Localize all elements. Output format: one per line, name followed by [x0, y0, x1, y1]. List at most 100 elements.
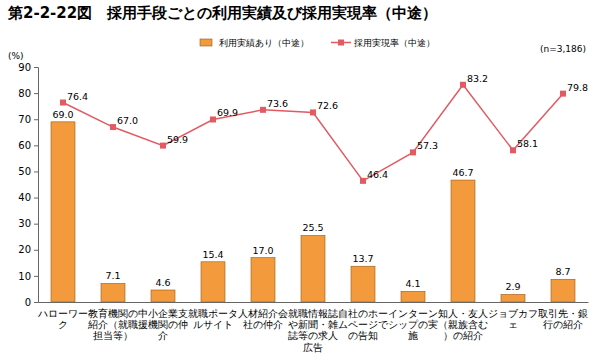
tick-mark [34, 276, 38, 277]
tick-label: 30 [18, 218, 31, 229]
y-tick: 60 [18, 140, 38, 151]
tick-label: 80 [18, 88, 31, 99]
data-label: 7.1 [105, 270, 120, 281]
tick-label: 知人・友人（親族含む）の紹介 [438, 308, 488, 342]
y-tick: 70 [18, 114, 38, 125]
marker [310, 109, 316, 115]
line [63, 85, 563, 181]
y-axis: 0 10 20 30 40 50 60 70 80 90 [18, 62, 38, 308]
tick-mark [34, 198, 38, 199]
data-label: 17.0 [252, 245, 273, 256]
tick-label: ジョブカフェ [488, 308, 538, 330]
tick-mark [34, 250, 38, 251]
marker [260, 107, 266, 113]
x-tick: 中小企業支援機関の仲介 [138, 302, 188, 341]
tick-mark [34, 119, 38, 120]
data-label: 15.4 [202, 249, 223, 260]
tick-label: 人材紹介会社の仲介 [238, 308, 288, 330]
bar [301, 235, 325, 302]
tick-mark [34, 302, 38, 303]
data-label: 67.0 [117, 115, 138, 126]
bar [351, 266, 375, 302]
tick-label: 60 [18, 140, 31, 151]
data-label: 13.7 [352, 253, 373, 264]
tick-label: 就職ポータルサイト [188, 308, 238, 330]
bar [151, 290, 175, 302]
marker [110, 124, 116, 130]
legend-item: 採用実現率（中途） [331, 38, 435, 48]
legend-item: 利用実績あり（中途） [200, 38, 309, 48]
marker [510, 147, 516, 153]
data-label: 69.9 [217, 107, 238, 118]
tick-label: 中小企業支援機関の仲介 [138, 308, 188, 342]
marker [560, 91, 566, 97]
y-tick: 40 [18, 192, 38, 203]
y-tick: 30 [18, 218, 38, 229]
x-axis: ハローワーク教育機関の紹介（就職担当等）中小企業支援機関の仲介就職ポータルサイト… [37, 302, 589, 353]
y-tick: 90 [18, 62, 38, 73]
data-label: 25.5 [302, 222, 323, 233]
x-tick: 取引先・銀行の紹介 [538, 302, 588, 330]
tick-label: 90 [18, 62, 31, 73]
tick-mark [34, 171, 38, 172]
y-tick: 20 [18, 244, 38, 255]
x-tick: 就職ポータルサイト [188, 302, 238, 330]
bar [51, 122, 75, 302]
bar [251, 258, 275, 302]
chart: 第2-2-22図 採用手段ごとの利用実績及び採用実現率（中途）010203040… [0, 0, 600, 362]
bar [401, 291, 425, 302]
bar [201, 262, 225, 302]
y-axis-title: (%) [8, 51, 24, 61]
marker [210, 116, 216, 122]
marker [160, 143, 166, 149]
tick-label: 40 [18, 192, 31, 203]
plot: 0 10 20 30 40 50 60 70 80 90 ハローワーク教育機関の紹介（就職担当等）中… [18, 62, 588, 353]
tick-label: 50 [18, 166, 31, 177]
tick-label: 10 [18, 271, 31, 282]
data-label: 73.6 [267, 98, 288, 109]
data-label: 57.3 [417, 140, 438, 151]
data-label: 4.1 [405, 278, 420, 289]
bar [501, 294, 525, 302]
y-tick: 50 [18, 166, 38, 177]
legend: 利用実績あり（中途） 採用実現率（中途） [200, 38, 435, 48]
y-tick: 0 [25, 297, 38, 308]
tick-label: 自社のホームページでの告知 [338, 308, 389, 342]
tick-label: ハローワーク [37, 308, 88, 330]
axis-line [39, 302, 589, 303]
data-label: 69.0 [52, 109, 73, 120]
marker [410, 149, 416, 155]
tick-mark [34, 224, 38, 225]
data-labels: 69.07.14.615.417.025.513.74.146.72.98.77… [52, 73, 588, 293]
marker [460, 82, 466, 88]
bar [551, 279, 575, 302]
bar [101, 283, 125, 302]
x-tick: 知人・友人（親族含む）の紹介 [438, 302, 488, 341]
tick-mark [34, 145, 38, 146]
tick-mark [34, 67, 38, 68]
tick-label: 70 [18, 114, 31, 125]
data-label: 46.4 [367, 169, 388, 180]
y-tick: 10 [18, 271, 38, 282]
legend-label: 採用実現率（中途） [354, 38, 435, 48]
legend-swatch [338, 40, 344, 46]
axis-line [34, 68, 39, 303]
data-label: 58.1 [517, 138, 538, 149]
data-label: 2.9 [505, 281, 520, 292]
marker [360, 178, 366, 184]
x-tick: インターンシップの実施 [388, 302, 438, 341]
x-tick: ハローワーク [37, 302, 88, 330]
marker [60, 100, 66, 106]
y-tick: 80 [18, 88, 38, 99]
tick-mark [34, 93, 38, 94]
data-label: 79.8 [567, 82, 588, 93]
x-tick: ジョブカフェ [488, 302, 538, 330]
data-label: 4.6 [155, 277, 170, 288]
tick-label: 取引先・銀行の紹介 [538, 308, 588, 330]
x-tick: 人材紹介会社の仲介 [238, 302, 288, 330]
data-label: 76.4 [67, 91, 88, 102]
annotation: (n=3,186) [540, 44, 586, 54]
x-tick: 教育機関の紹介（就職担当等） [87, 302, 138, 341]
legend-label: 利用実績あり（中途） [219, 38, 309, 48]
tick-label: 就職情報誌や新聞・雑誌等の求人広告 [288, 308, 338, 353]
